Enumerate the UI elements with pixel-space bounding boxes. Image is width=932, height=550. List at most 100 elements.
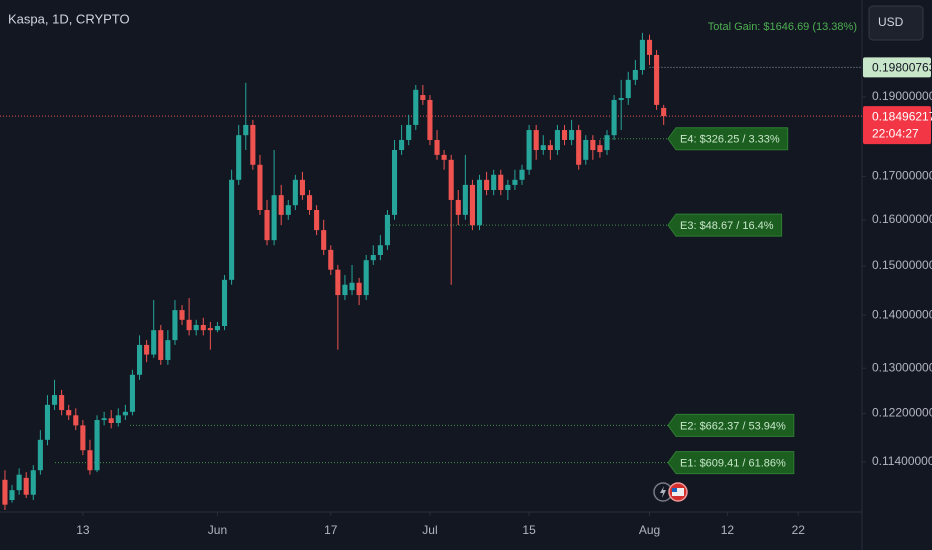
y-tick-label: 0.17000000	[872, 169, 932, 183]
candle-body	[221, 279, 228, 327]
candle-body	[299, 179, 305, 196]
candle-body	[476, 179, 483, 226]
currency-label: USD	[878, 15, 904, 29]
candle-body	[547, 145, 553, 151]
plot	[0, 32, 862, 510]
last-price-tag	[863, 106, 931, 145]
candle-body	[285, 205, 291, 215]
candle-body	[384, 214, 390, 246]
candle-body	[484, 179, 490, 191]
candle-body	[597, 145, 603, 153]
candle-body	[66, 410, 72, 416]
y-tick-label: 0.13000000	[872, 360, 932, 374]
candle-body	[328, 249, 334, 270]
candle-body	[23, 477, 29, 495]
level-box	[667, 213, 783, 237]
candle-body	[80, 425, 86, 451]
candle-body	[16, 474, 22, 491]
candle-body	[236, 135, 242, 180]
candle-body	[250, 124, 256, 165]
candle-body	[186, 319, 192, 331]
candle-body	[51, 395, 58, 405]
candle-body	[9, 490, 15, 501]
candle-body	[554, 130, 560, 151]
candle-body	[87, 450, 93, 471]
candle-body	[94, 420, 100, 471]
candle-body	[193, 324, 199, 331]
candle-body	[144, 344, 150, 355]
x-tick-label: 22	[792, 523, 806, 537]
candle-body	[151, 330, 157, 355]
candle-body	[172, 310, 178, 341]
candle-body	[207, 328, 213, 331]
level-label: E2: $662.37 / 53.94%	[680, 420, 786, 432]
candle-body	[342, 284, 348, 296]
flag-canton	[672, 488, 677, 492]
candle-body	[654, 54, 660, 105]
x-tick-label: 13	[76, 523, 90, 537]
y-tick-label: 0.14000000	[872, 307, 932, 321]
candle-body	[370, 255, 376, 261]
candle-body	[561, 130, 568, 140]
candle-body	[391, 150, 398, 215]
candle-body	[434, 139, 440, 155]
candle-body	[639, 39, 645, 70]
candle-body	[413, 89, 419, 125]
candle-body	[129, 374, 136, 412]
x-tick-label: 12	[721, 523, 735, 537]
candle-body	[214, 326, 220, 331]
candle-body	[469, 184, 475, 226]
candle-body	[427, 99, 433, 140]
currency-button[interactable]	[868, 5, 924, 41]
y-tick-label: 0.15000000	[872, 258, 932, 272]
candle-body	[611, 99, 617, 136]
candle-body	[625, 79, 631, 99]
candle-body	[158, 330, 164, 360]
level-label: E4: $326.25 / 3.33%	[680, 134, 780, 146]
candle-body	[540, 145, 546, 151]
candle-body	[30, 470, 36, 495]
candle-body	[306, 195, 313, 211]
y-tick-label: 0.16000000	[872, 212, 932, 226]
y-tick-label: 0.11400000	[872, 454, 932, 468]
candle-body	[512, 179, 518, 185]
candle-body	[576, 130, 582, 165]
price-line-tag	[863, 57, 931, 78]
candle-body	[257, 164, 263, 211]
y-tick-label: 0.19000000	[872, 89, 932, 103]
candle-body	[349, 282, 355, 291]
bottom-icons	[653, 482, 688, 502]
candle-body	[455, 199, 461, 215]
level-box	[667, 127, 789, 151]
candle-body	[583, 139, 589, 160]
candle-body	[377, 245, 383, 256]
candle-body	[632, 69, 638, 80]
y-tick-label: 0.12200000	[872, 406, 932, 420]
candle-body	[271, 195, 277, 241]
candle-body	[604, 135, 610, 151]
candle-body	[122, 411, 128, 416]
candle-body	[292, 179, 298, 206]
candle-body	[406, 124, 412, 140]
candle-body	[165, 340, 171, 360]
x-tick-label: Aug	[639, 523, 660, 537]
candle-body	[618, 98, 624, 100]
candle-body	[44, 404, 51, 440]
candle-body	[356, 282, 362, 296]
countdown: 22:04:27	[872, 126, 919, 140]
candle-body	[136, 344, 143, 375]
candle-body	[498, 174, 504, 191]
candle-body	[420, 95, 426, 100]
candle-body	[2, 479, 8, 505]
price-line-label: 0.19800763	[872, 61, 932, 75]
flag-glyph	[672, 488, 684, 496]
last-price-label: 0.18496217	[872, 109, 932, 123]
x-tick-label: 17	[324, 523, 338, 537]
candle-body	[108, 418, 114, 423]
candle-body	[200, 324, 206, 331]
candle-body	[264, 210, 270, 241]
chart-title: Kaspa, 1D, CRYPTO	[8, 11, 130, 26]
flash-glyph	[660, 486, 666, 498]
x-tick-label: 15	[522, 523, 536, 537]
